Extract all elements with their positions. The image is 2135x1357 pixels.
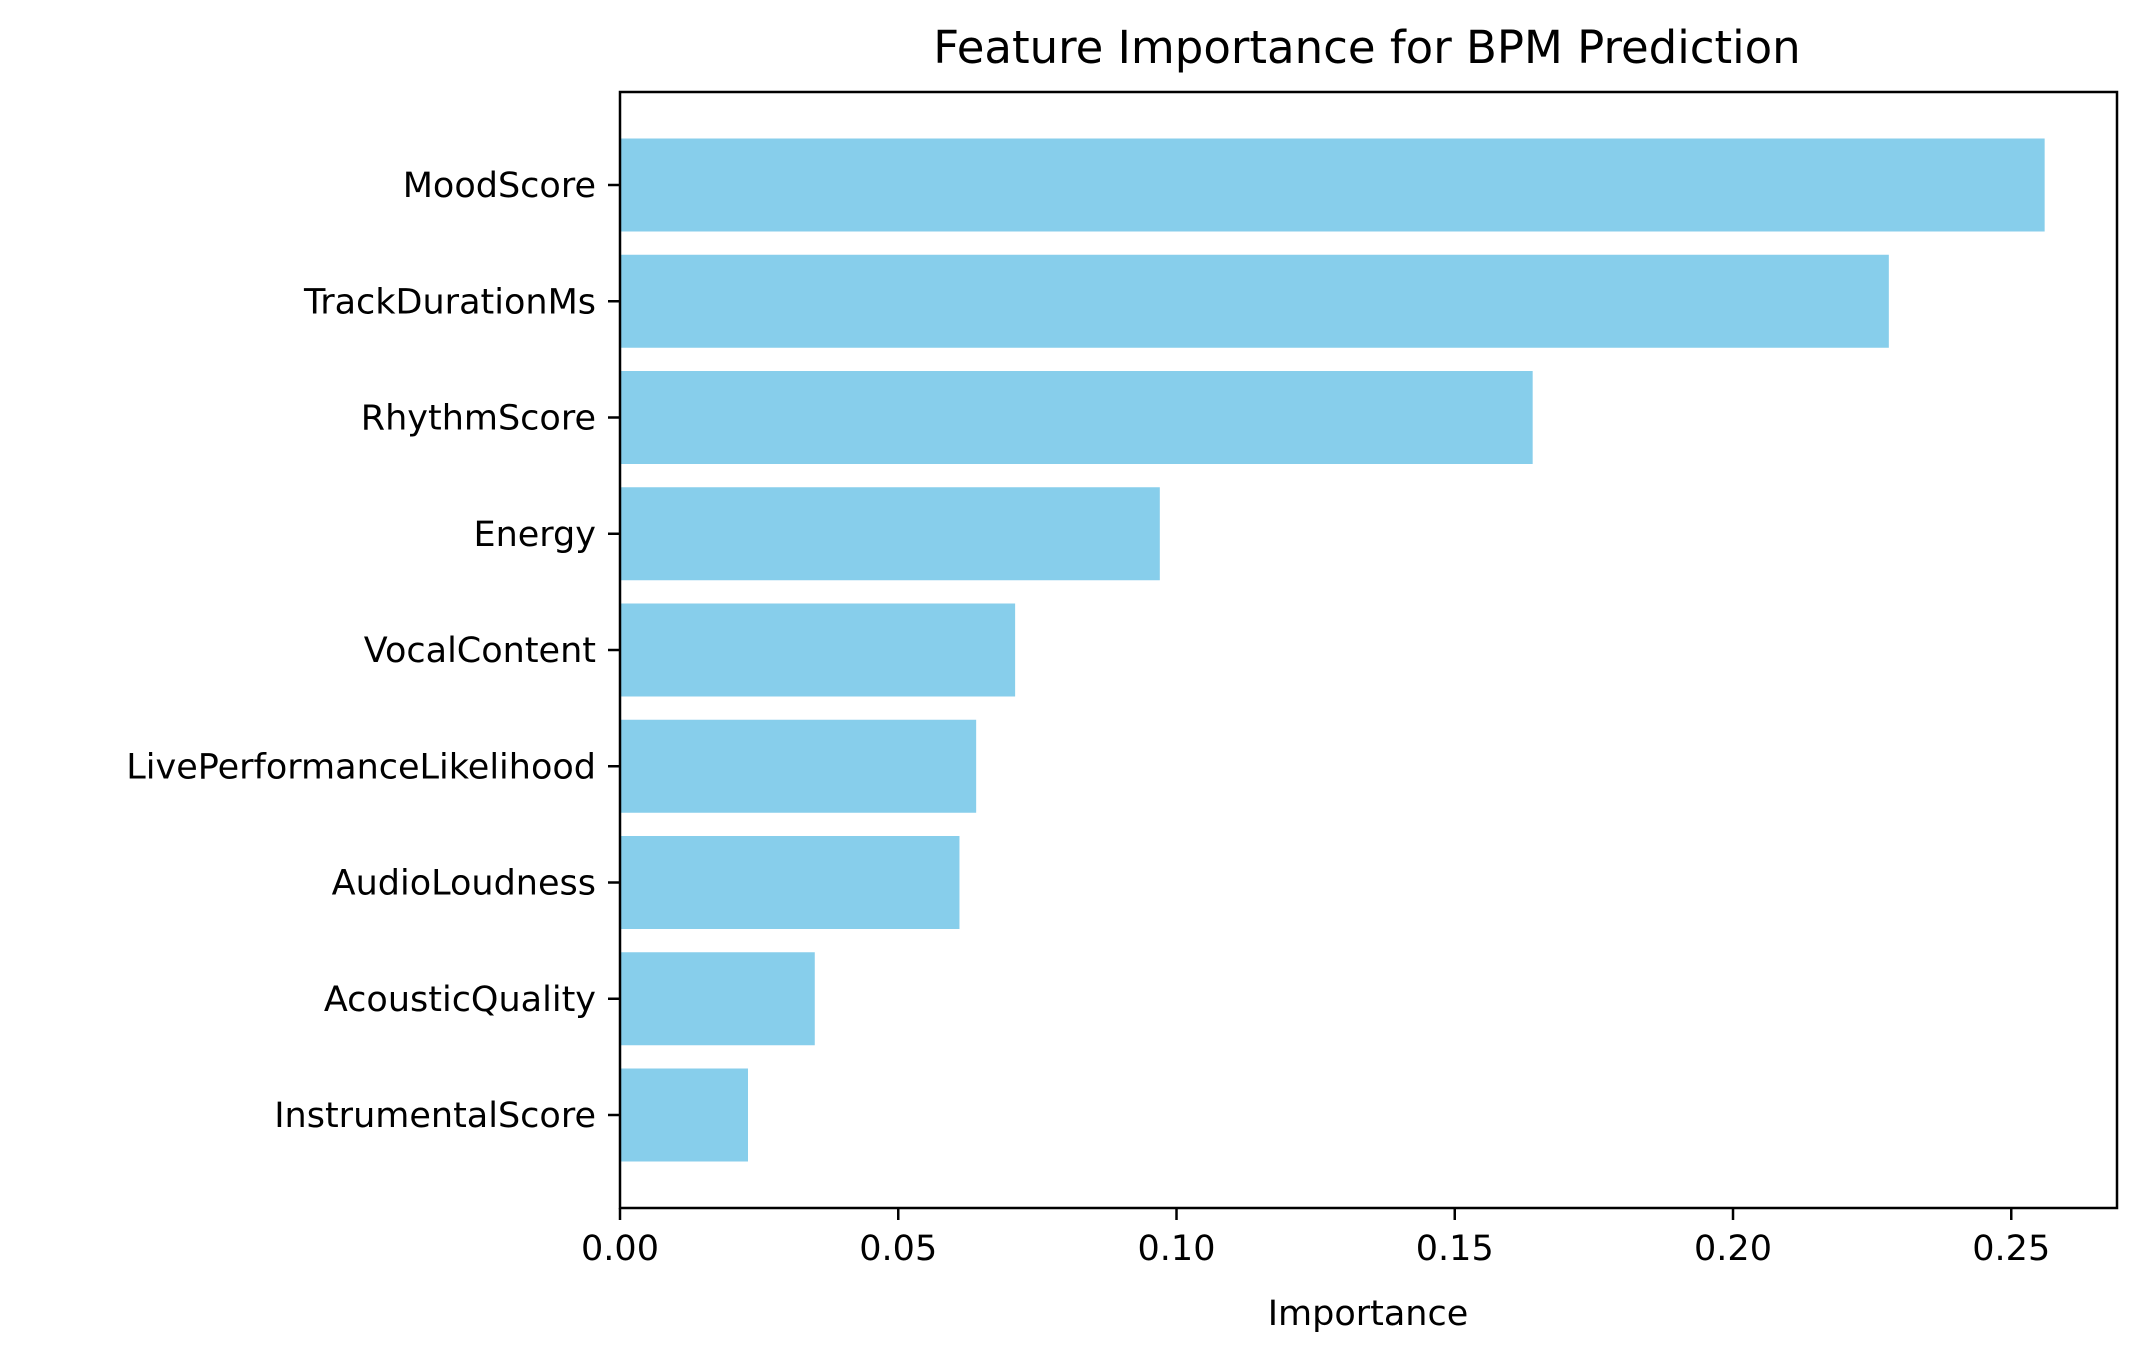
y-tick-label: AcousticQuality (324, 980, 596, 1020)
y-tick-label: RhythmScore (361, 399, 596, 439)
bar-InstrumentalScore (620, 1068, 748, 1162)
x-tick-label: 0.05 (859, 1229, 937, 1269)
y-tick-label: TrackDurationMs (303, 282, 596, 322)
x-axis-ticks: 0.00 0.05 0.10 0.15 0.20 0.25 (581, 1208, 2050, 1269)
y-tick-label: Energy (473, 515, 596, 555)
x-tick-label: 0.10 (1138, 1229, 1216, 1269)
x-axis-label: Importance (1268, 1294, 1469, 1334)
bar-AcousticQuality (620, 952, 815, 1046)
y-tick-label: LivePerformanceLikelihood (126, 747, 596, 787)
x-tick-label: 0.25 (1972, 1229, 2050, 1269)
bar-LivePerformanceLikelihood (620, 719, 977, 813)
chart-title: Feature Importance for BPM Prediction (933, 21, 1800, 74)
x-tick-label: 0.20 (1694, 1229, 1772, 1269)
bar-RhythmScore (620, 371, 1533, 464)
x-tick-label: 0.15 (1416, 1229, 1494, 1269)
y-tick-label: AudioLoudness (332, 864, 596, 904)
x-tick-label: 0.00 (581, 1229, 659, 1269)
bar-MoodScore (620, 138, 2045, 232)
bars-group (620, 138, 2045, 1162)
bar-VocalContent (620, 603, 1016, 697)
bar-AudioLoudness (620, 836, 960, 929)
plot-area-frame (618, 90, 2119, 1210)
y-tick-label: InstrumentalScore (274, 1096, 596, 1136)
bar-TrackDurationMs (620, 254, 1889, 348)
y-tick-label: MoodScore (403, 166, 596, 206)
bar-Energy (620, 487, 1160, 581)
y-axis-ticks: MoodScore TrackDurationMs RhythmScore Energ… (126, 166, 620, 1136)
y-tick-label: VocalContent (364, 631, 596, 671)
